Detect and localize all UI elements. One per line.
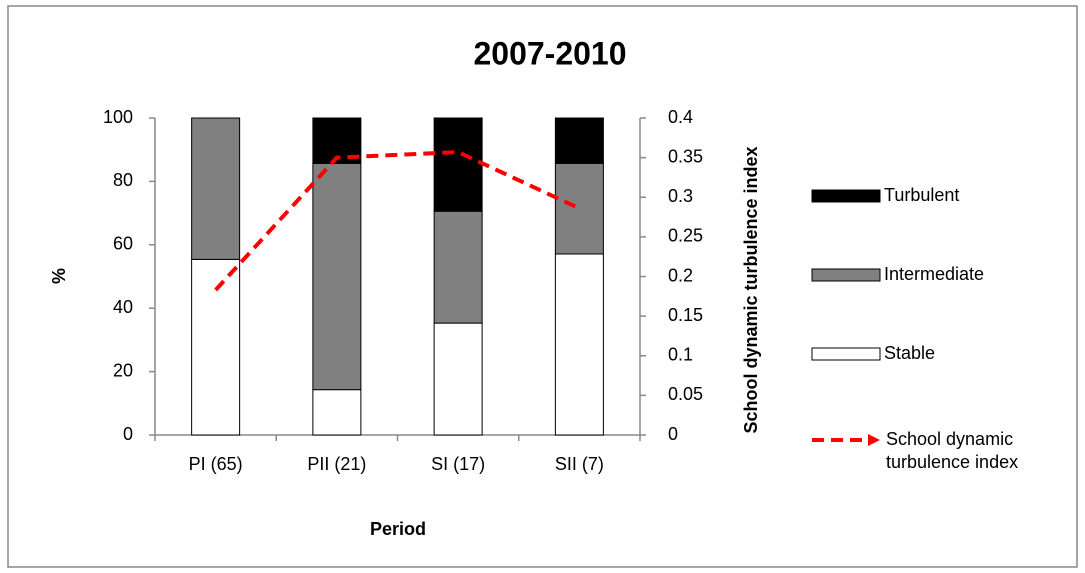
y2-tick-label: 0.3 [668, 186, 693, 206]
bar-segment [554, 253, 604, 436]
y-tick-label: 40 [113, 297, 133, 317]
y-tick-label: 100 [103, 107, 133, 127]
y2-tick-label: 0.15 [668, 305, 703, 325]
y2-tick-label: 0.35 [668, 146, 703, 166]
legend-label: Turbulent [884, 185, 959, 205]
legend-arrow [868, 434, 880, 446]
bar-segment [191, 258, 241, 436]
y-tick-label: 80 [113, 170, 133, 190]
legend-label: Intermediate [884, 264, 984, 284]
x-tick-label: PII (21) [307, 454, 366, 474]
bar-segment [433, 210, 483, 324]
y-tick-label: 60 [113, 234, 133, 254]
y2-tick-label: 0.4 [668, 107, 693, 127]
legend-label: School dynamic turbulence index [886, 429, 1019, 472]
x-tick-label: PI (65) [189, 454, 243, 474]
bar-segment [554, 162, 604, 255]
y-tick-label: 0 [123, 424, 133, 444]
x-tick-label: SII (7) [555, 454, 604, 474]
y-tick-label: 20 [113, 360, 133, 380]
legend-swatch [811, 347, 881, 361]
x-tick-label: SI (17) [431, 454, 485, 474]
y2-tick-label: 0 [668, 424, 678, 444]
legend-swatch [811, 268, 881, 282]
legend-label: Stable [884, 343, 935, 363]
y2-tick-label: 0.1 [668, 345, 693, 365]
y2-tick-label: 0.2 [668, 265, 693, 285]
bar-segment [433, 322, 483, 436]
y-axis-title: % [49, 268, 69, 284]
bar-segment [433, 117, 483, 212]
y2-axis-title: School dynamic turbulence index [741, 146, 761, 433]
chart-frame [7, 5, 1078, 568]
y2-tick-label: 0.25 [668, 226, 703, 246]
legend-swatch [811, 189, 881, 203]
bar-segment [191, 117, 241, 260]
line-series [214, 150, 581, 292]
bar-segment [554, 117, 604, 164]
y2-tick-label: 0.05 [668, 384, 703, 404]
x-axis-title: Period [370, 519, 426, 539]
bar-segment [312, 389, 362, 436]
chart-title: 2007-2010 [473, 35, 626, 71]
bar-segment [312, 162, 362, 391]
